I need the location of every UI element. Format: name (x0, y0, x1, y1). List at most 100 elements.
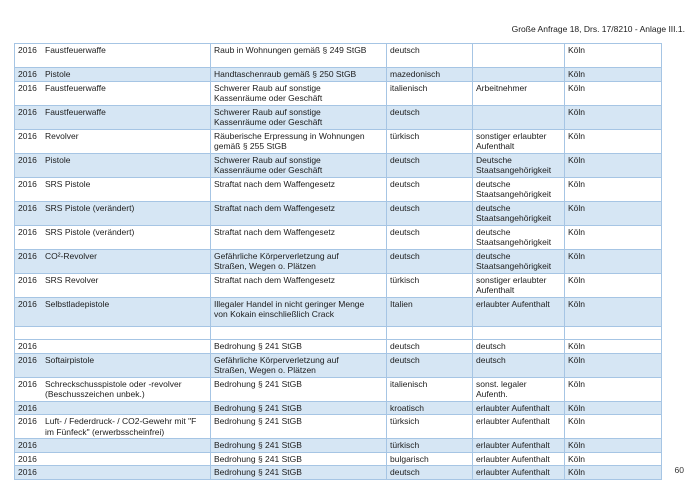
weapon-value: Luft- / Federdruck- / CO2-Gewehr mit "F … (45, 416, 197, 437)
nationality-cell: deutsch (387, 466, 473, 480)
table-row: 2016 Bedrohung § 241 StGB deutsch deutsch Kö… (15, 340, 662, 354)
offense-cell: Bedrohung § 241 StGB (211, 439, 387, 453)
city-cell: Köln (565, 353, 662, 378)
status-cell: erlaubter Aufenthalt (473, 415, 565, 440)
year-value: 2016 (18, 45, 37, 55)
year-weapon-cell: 2016 Schreckschusspistole oder -revolver … (15, 377, 211, 402)
city-cell: Köln (565, 273, 662, 298)
year-value: 2016 (18, 440, 37, 451)
weapon-value: Faustfeuerwaffe (45, 106, 106, 117)
year-value: 2016 (18, 298, 37, 309)
status-cell: erlaubter Aufenthalt (473, 466, 565, 480)
status-cell: deutsche Staatsangehörigkeit (473, 201, 565, 226)
year-weapon-cell: 2016 SRS Pistole (verändert) (15, 225, 211, 250)
nationality-cell: deutsch (387, 44, 473, 68)
year-weapon-cell: 2016 Selbstladepistole (15, 297, 211, 327)
year-weapon-cell: 2016 Softairpistole (15, 353, 211, 378)
nationality-cell: italienisch (387, 81, 473, 106)
year-value: 2016 (18, 341, 37, 352)
table-row: 2016 Pistole Handtaschenraub gemäß § 250 S… (15, 68, 662, 82)
year-weapon-cell: 2016 (15, 401, 211, 416)
city-cell: Köln (565, 105, 662, 130)
status-cell (473, 44, 565, 68)
table-row: 2016 SRS Pistole Straftat nach dem Waffeng… (15, 177, 662, 202)
city-cell: Köln (565, 415, 662, 440)
weapon-value: SRS Revolver (45, 274, 99, 285)
weapon-value: Faustfeuerwaffe (45, 45, 106, 55)
year-weapon-cell: 2016 Faustfeuerwaffe (15, 81, 211, 106)
status-cell: sonstiger erlaubter Aufenthalt (473, 273, 565, 298)
weapon-value (45, 328, 207, 340)
nationality-cell: deutsch (387, 177, 473, 202)
table-row: 2016 Bedrohung § 241 StGB türkisch erlaubte… (15, 439, 662, 453)
table-row: 2016 Faustfeuerwaffe Raub in Wohnungen gem… (15, 44, 662, 68)
status-cell: Arbeitnehmer (473, 81, 565, 106)
weapon-value: Pistole (45, 154, 71, 165)
year-value: 2016 (18, 274, 37, 285)
year-weapon-cell: 2016 Faustfeuerwaffe (15, 105, 211, 130)
offense-cell: Räuberische Erpressung in Wohnungen gemä… (211, 129, 387, 154)
offense-cell: Gefährliche Körperverletzung auf Straßen… (211, 249, 387, 274)
offense-cell: Raub in Wohnungen gemäß § 249 StGB (211, 44, 387, 68)
weapon-value: SRS Pistole (verändert) (45, 202, 135, 213)
table-row: 2016 CO²-Revolver Gefährliche Körperverlet… (15, 249, 662, 274)
weapon-value: Softairpistole (45, 354, 95, 365)
offense-cell: Bedrohung § 241 StGB (211, 466, 387, 480)
weapon-value (45, 440, 207, 452)
offense-cell: Illegaler Handel in nicht geringer Menge… (211, 297, 387, 327)
year-weapon-cell: 2016 SRS Pistole (15, 177, 211, 202)
city-cell: Köln (565, 466, 662, 480)
nationality-cell: türkisch (387, 273, 473, 298)
status-cell: Deutsche Staatsangehörigkeit (473, 153, 565, 178)
city-cell: Köln (565, 201, 662, 226)
offense-cell: Bedrohung § 241 StGB (211, 401, 387, 416)
status-cell: sonst. legaler Aufenth. (473, 377, 565, 402)
nationality-cell: bulgarisch (387, 452, 473, 467)
status-cell: erlaubter Aufenthalt (473, 401, 565, 416)
nationality-cell: italienisch (387, 377, 473, 402)
status-cell: deutsch (473, 353, 565, 378)
year-value: 2016 (18, 82, 37, 93)
city-cell: Köln (565, 439, 662, 453)
weapon-value (45, 454, 207, 466)
table-row: 2016 Softairpistole Gefährliche Körperverl… (15, 353, 662, 378)
year-value: 2016 (18, 154, 37, 165)
year-weapon-cell: 2016 Luft- / Federdruck- / CO2-Gewehr mit… (15, 415, 211, 440)
offense-cell: Handtaschenraub gemäß § 250 StGB (211, 68, 387, 82)
offense-cell: Bedrohung § 241 StGB (211, 340, 387, 354)
city-cell: Köln (565, 340, 662, 354)
table-row: 2016 Bedrohung § 241 StGB deutsch erlaubter… (15, 466, 662, 480)
year-weapon-cell: 2016 (15, 466, 211, 480)
year-value: 2016 (18, 378, 37, 389)
status-cell: erlaubter Aufenthalt (473, 452, 565, 467)
nationality-cell: türksich (387, 415, 473, 440)
year-value: 2016 (18, 402, 37, 413)
nationality-cell: deutsch (387, 105, 473, 130)
year-weapon-cell: 2016 SRS Revolver (15, 273, 211, 298)
year-value: 2016 (18, 250, 37, 261)
table-row: 2016 Bedrohung § 241 StGB kroatisch erlaubt… (15, 401, 662, 416)
status-cell: deutsche Staatsangehörigkeit (473, 225, 565, 250)
status-cell: deutsch (473, 340, 565, 354)
nationality-cell: deutsch (387, 353, 473, 378)
table-row: 2016 Faustfeuerwaffe Schwerer Raub auf son… (15, 105, 662, 130)
weapon-value: CO²-Revolver (45, 250, 97, 261)
year-value: 2016 (18, 178, 37, 189)
year-weapon-cell: 2016 Revolver (15, 129, 211, 154)
weapon-value: SRS Pistole (verändert) (45, 226, 135, 237)
table-row: 2016 Selbstladepistole Illegaler Handel in… (15, 297, 662, 327)
year-weapon-cell: 2016 (15, 340, 211, 354)
weapon-value: Revolver (45, 130, 79, 141)
city-cell: Köln (565, 44, 662, 68)
weapon-value (45, 341, 207, 353)
city-cell: Köln (565, 153, 662, 178)
offense-cell: Bedrohung § 241 StGB (211, 377, 387, 402)
year-weapon-cell: 2016 CO²-Revolver (15, 249, 211, 274)
year-weapon-cell: 2016 Faustfeuerwaffe (15, 44, 211, 68)
weapon-value: Pistole (45, 69, 71, 79)
nationality-cell: kroatisch (387, 401, 473, 416)
offense-cell: Straftat nach dem Waffengesetz (211, 225, 387, 250)
weapon-value (45, 403, 207, 415)
nationality-cell: mazedonisch (387, 68, 473, 82)
year-weapon-cell: 2016 Pistole (15, 68, 211, 82)
